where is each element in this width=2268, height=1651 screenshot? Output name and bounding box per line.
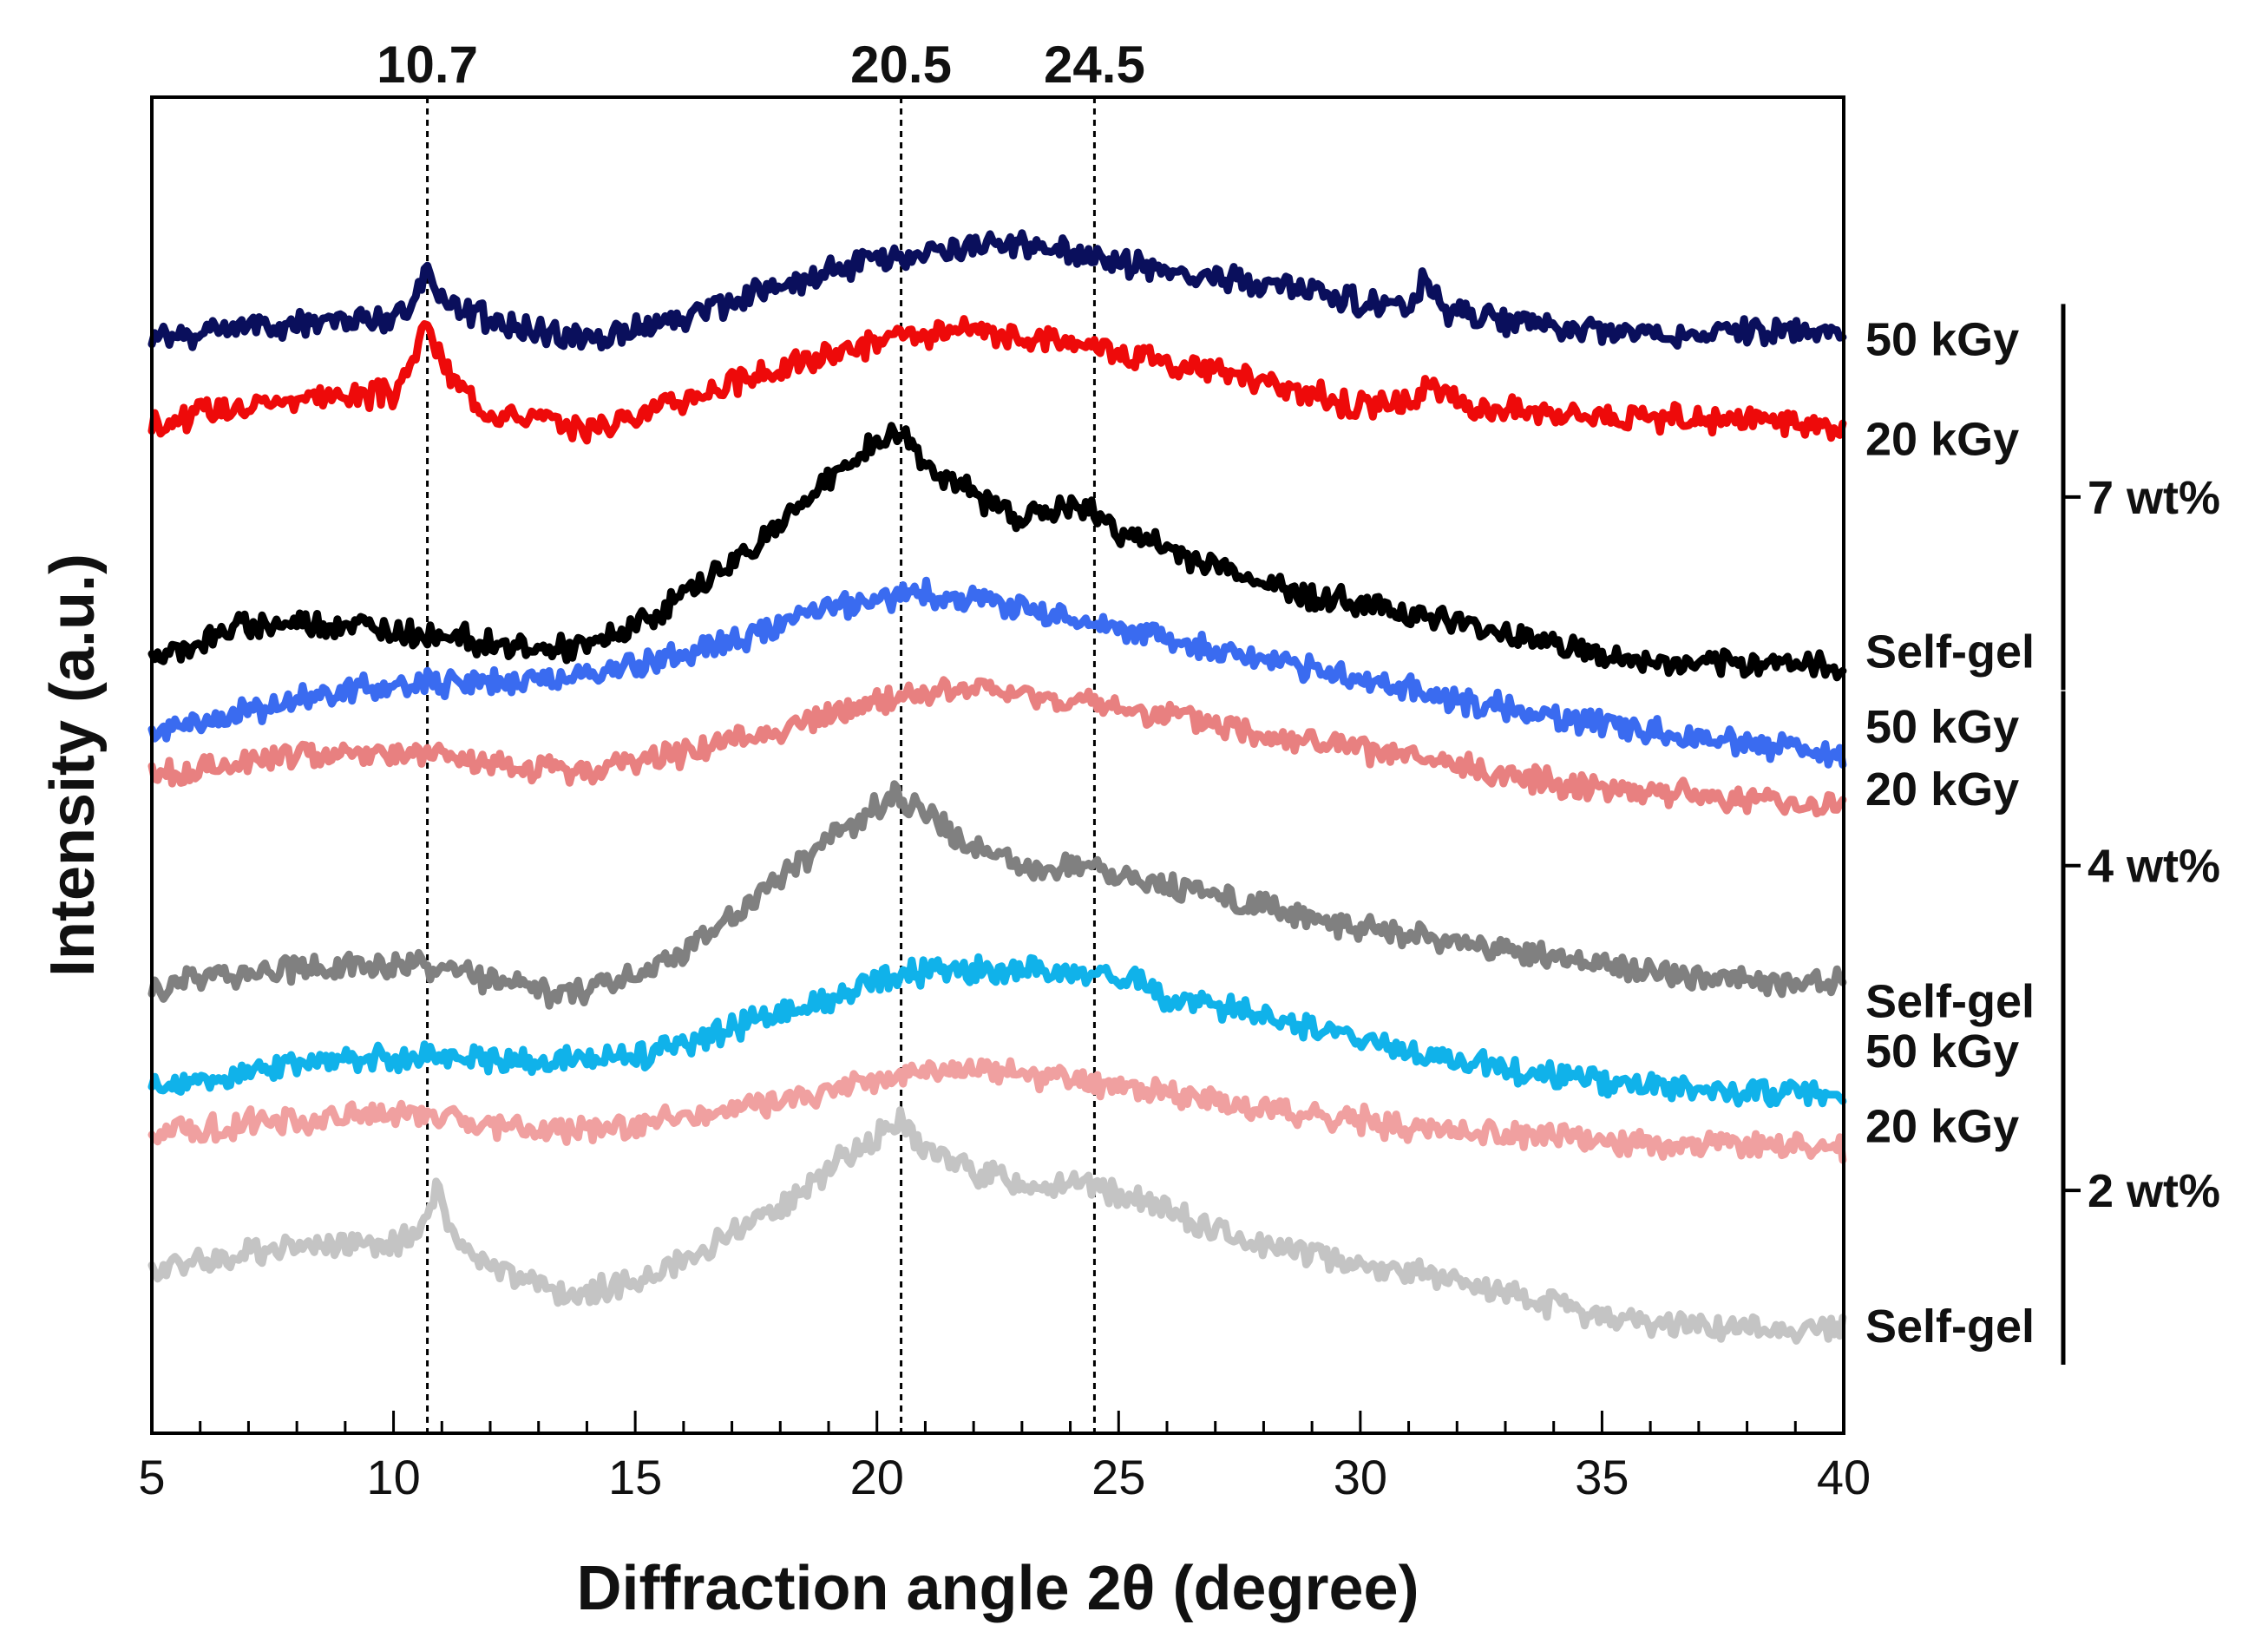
x-axis-tick-labels: 5 10 15 20 25 30 35 40 — [138, 1450, 1871, 1504]
series-label: 20 kGy — [1865, 763, 2019, 816]
series-line-7wt-20kgy — [147, 315, 1847, 445]
x-tick-label: 40 — [1817, 1450, 1871, 1504]
series-label: Self-gel — [1865, 1300, 2035, 1353]
series-line-2wt-50kgy — [147, 953, 1847, 1109]
group-label: 4 wt% — [2088, 841, 2220, 893]
x-tick-label: 20 — [850, 1450, 904, 1504]
x-tick-label: 5 — [138, 1450, 165, 1504]
x-tick-label: 15 — [608, 1450, 662, 1504]
x-tick-label: 35 — [1575, 1450, 1629, 1504]
series-line-2wt-20kgy — [147, 1057, 1847, 1164]
series-label: 20 kGy — [1865, 1101, 2019, 1153]
x-tick-label: 10 — [366, 1450, 420, 1504]
series-line-4wt-20kgy — [147, 676, 1847, 818]
y-axis-title: Intensity (a.u.) — [38, 554, 108, 977]
series-label: Self-gel — [1865, 976, 2035, 1028]
x-axis-ticks — [150, 1411, 1845, 1433]
peak-labels: 10.7 20.5 24.5 — [377, 36, 1145, 94]
series-line-4wt-50kgy — [147, 576, 1847, 769]
series-line-4wt-selfgel — [147, 780, 1847, 1010]
peak-markers — [426, 97, 1096, 1433]
series-lines — [147, 229, 1847, 1345]
series-line-7wt-selfgel — [147, 422, 1847, 682]
series-label: 20 kGy — [1865, 414, 2019, 466]
series-label: 50 kGy — [1865, 701, 2019, 753]
series-label: 50 kGy — [1865, 313, 2019, 365]
x-tick-label: 25 — [1091, 1450, 1145, 1504]
peak-label: 24.5 — [1044, 36, 1145, 94]
series-line-2wt-selfgel — [147, 1106, 1847, 1345]
series-label: 50 kGy — [1865, 1025, 2019, 1078]
group-label: 2 wt% — [2088, 1165, 2220, 1217]
series-line-7wt-50kgy — [147, 229, 1847, 352]
group-brackets: 7 wt% 4 wt% 2 wt% — [2061, 304, 2220, 1365]
peak-label: 20.5 — [850, 36, 952, 94]
plot-frame — [150, 95, 1845, 1435]
group-label: 7 wt% — [2088, 472, 2220, 524]
peak-label: 10.7 — [377, 36, 478, 94]
x-tick-label: 30 — [1334, 1450, 1387, 1504]
x-axis-title: Diffraction angle 2θ (degree) — [576, 1554, 1419, 1623]
series-label: Self-gel — [1865, 626, 2035, 678]
